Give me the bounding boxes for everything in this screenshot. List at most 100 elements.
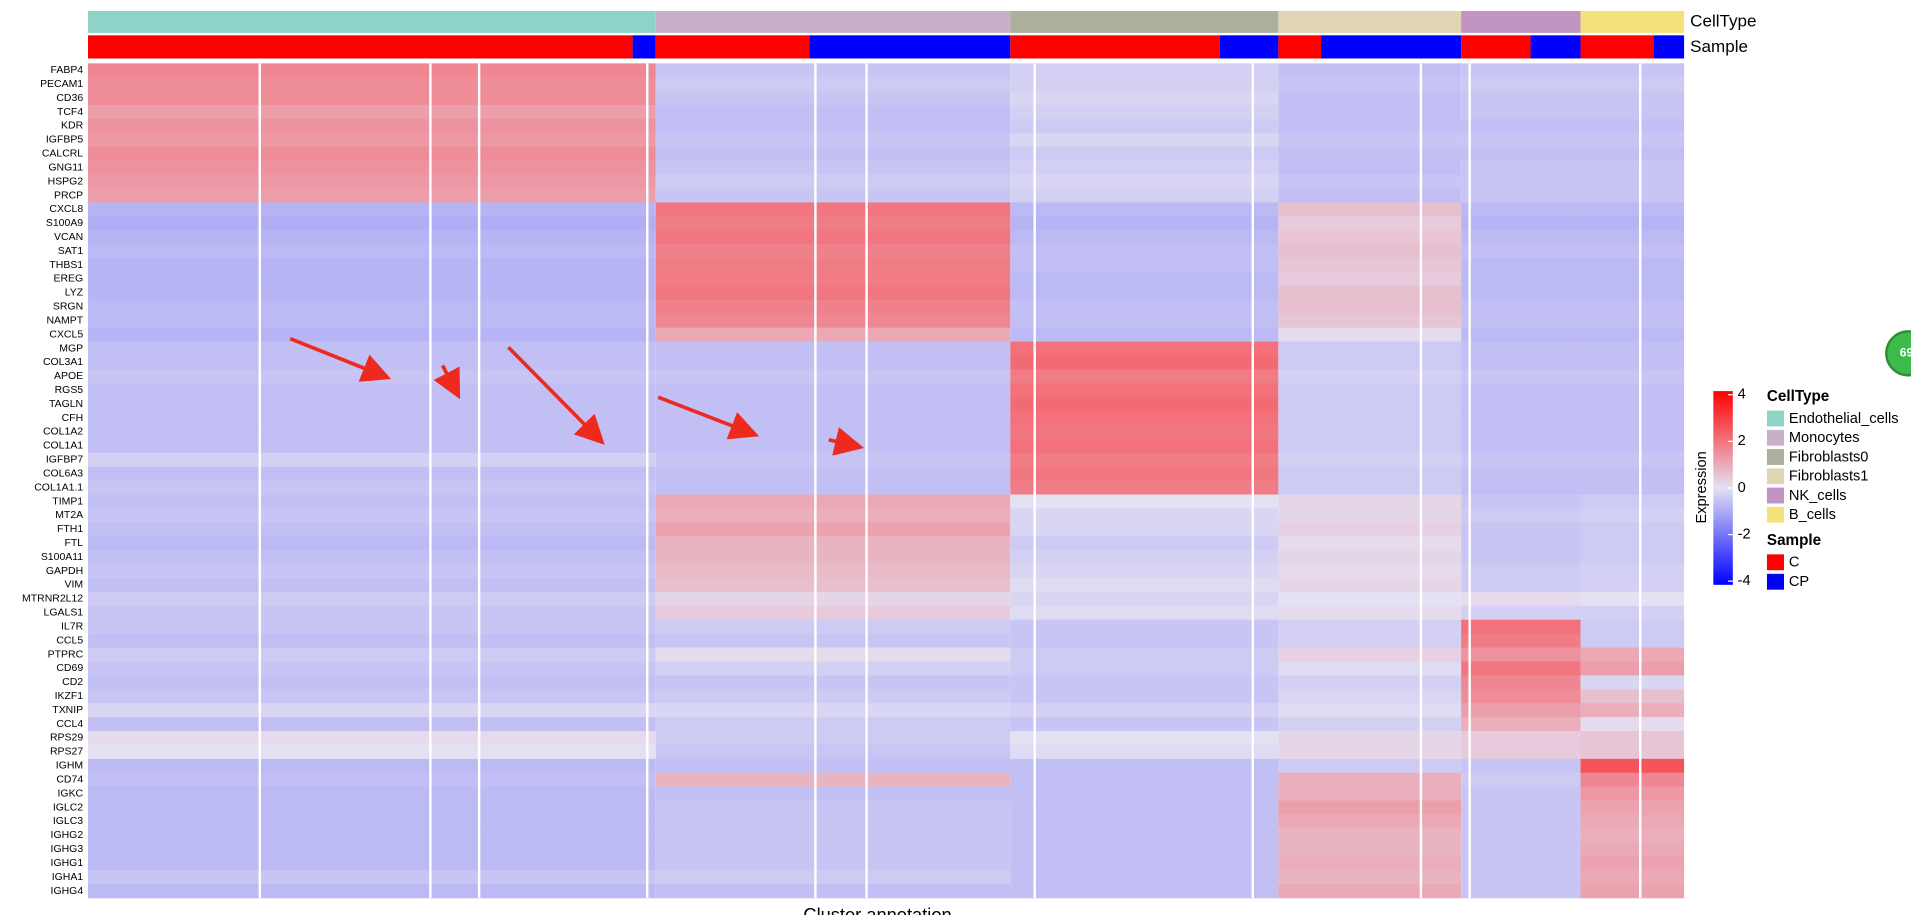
heatmap-cell: [655, 884, 1011, 899]
heatmap-cell: [1461, 160, 1581, 175]
heatmap-cell: [1461, 647, 1581, 662]
colorbar: [1713, 391, 1733, 585]
heatmap-cell: [1278, 438, 1462, 454]
heatmap-cell: [1580, 536, 1685, 551]
heatmap-cell: [1580, 132, 1685, 148]
heatmap-cell: [655, 619, 1011, 635]
heatmap-cell: [1580, 772, 1685, 788]
arrow: [507, 345, 605, 445]
heatmap-cell: [1461, 91, 1581, 106]
row-label: TIMP1: [52, 496, 83, 507]
heatmap-cell: [88, 146, 656, 162]
badge-label[interactable]: 69: [1900, 346, 1911, 360]
heatmap-cell: [1278, 480, 1462, 495]
row-label: FTH1: [57, 524, 83, 535]
row-label: COL1A2: [43, 427, 83, 438]
heatmap-cell: [88, 341, 656, 356]
row-label: LYZ: [65, 288, 84, 299]
sample-bar: [809, 35, 1011, 59]
heatmap-cell: [655, 494, 1011, 509]
heatmap-cell: [1461, 578, 1581, 593]
legend-label: C: [1789, 555, 1800, 571]
heatmap-cell: [1461, 118, 1581, 134]
legend-swatch: [1766, 410, 1784, 427]
heatmap-cell: [655, 327, 1011, 342]
heatmap-cell: [1580, 717, 1685, 732]
celltype-bar: [1461, 10, 1581, 33]
heatmap-cell: [88, 800, 656, 815]
heatmap-cell: [1278, 313, 1462, 329]
row-label: CD2: [62, 677, 83, 688]
heatmap-cell: [1580, 731, 1685, 746]
heatmap-cell: [1010, 772, 1279, 788]
heatmap-cell: [1010, 299, 1279, 315]
heatmap-cell: [1278, 118, 1462, 134]
heatmap-cell: [88, 411, 656, 426]
heatmap-cell: [655, 216, 1011, 231]
heatmap-cell: [1010, 425, 1279, 440]
heatmap-cell: [88, 230, 656, 245]
heatmap-cell: [88, 633, 656, 648]
celltype-bar: [655, 10, 1011, 33]
legend-title: CellType: [1767, 388, 1829, 405]
heatmap-cell: [1278, 216, 1462, 231]
heatmap-cell: [1580, 146, 1685, 162]
heatmap-cell: [1580, 661, 1685, 676]
heatmap-cell: [1278, 174, 1462, 189]
colorbar-tick-label: 4: [1738, 387, 1746, 403]
row-label: CXCL5: [49, 329, 83, 340]
heatmap-cell: [1461, 870, 1581, 885]
heatmap-cell: [88, 313, 656, 329]
heatmap-cell: [655, 675, 1011, 690]
heatmap-cell: [1461, 550, 1581, 565]
row-label: CD36: [56, 93, 83, 104]
legend-swatch: [1766, 487, 1784, 504]
badge[interactable]: [1885, 330, 1911, 377]
heatmap-cell: [1461, 188, 1581, 203]
heatmap-cell: [1278, 355, 1462, 370]
heatmap-cell: [88, 828, 656, 843]
row-label: HSPG2: [48, 176, 84, 187]
row-label: TCF4: [57, 107, 83, 118]
heatmap-cell: [1010, 619, 1279, 635]
heatmap-cell: [1278, 425, 1462, 440]
heatmap-cell: [88, 258, 656, 273]
heatmap-cell: [1461, 480, 1581, 495]
heatmap-cell: [1580, 578, 1685, 593]
heatmap-cell: [88, 550, 656, 565]
row-label: SRGN: [53, 302, 83, 313]
heatmap-cell: [1580, 160, 1685, 175]
heatmap-cell: [1010, 814, 1279, 829]
heatmap-cell: [1580, 174, 1685, 189]
heatmap-cell: [1010, 856, 1279, 871]
heatmap-cell: [1461, 800, 1581, 815]
heatmap-cell: [88, 77, 656, 92]
heatmap-cell: [1010, 160, 1279, 175]
heatmap-cell: [1010, 272, 1279, 287]
row-label: RPS29: [50, 733, 83, 744]
heatmap-cell: [88, 786, 656, 801]
heatmap-cell: [1278, 258, 1462, 273]
heatmap-cell: [1010, 536, 1279, 551]
heatmap-cell: [1278, 647, 1462, 662]
heatmap-cell: [88, 480, 656, 495]
heatmap-cell: [88, 772, 656, 788]
heatmap-cell: [1580, 494, 1685, 509]
row-label: VIM: [65, 580, 84, 591]
heatmap-cell: [88, 647, 656, 662]
heatmap-cell: [1580, 591, 1685, 607]
heatmap-cell: [655, 132, 1011, 148]
heatmap-cell: [1580, 800, 1685, 815]
heatmap-cell: [1010, 202, 1279, 217]
row-label: FTL: [65, 538, 84, 549]
row-label: CCL4: [56, 719, 83, 730]
heatmap-cell: [1010, 244, 1279, 259]
heatmap-cell: [1010, 800, 1279, 815]
heatmap-cell: [655, 786, 1011, 801]
heatmap-cell: [1461, 63, 1581, 78]
heatmap-cell: [1580, 272, 1685, 287]
legend-label: B_cells: [1789, 507, 1836, 523]
heatmap-cell: [88, 327, 656, 342]
